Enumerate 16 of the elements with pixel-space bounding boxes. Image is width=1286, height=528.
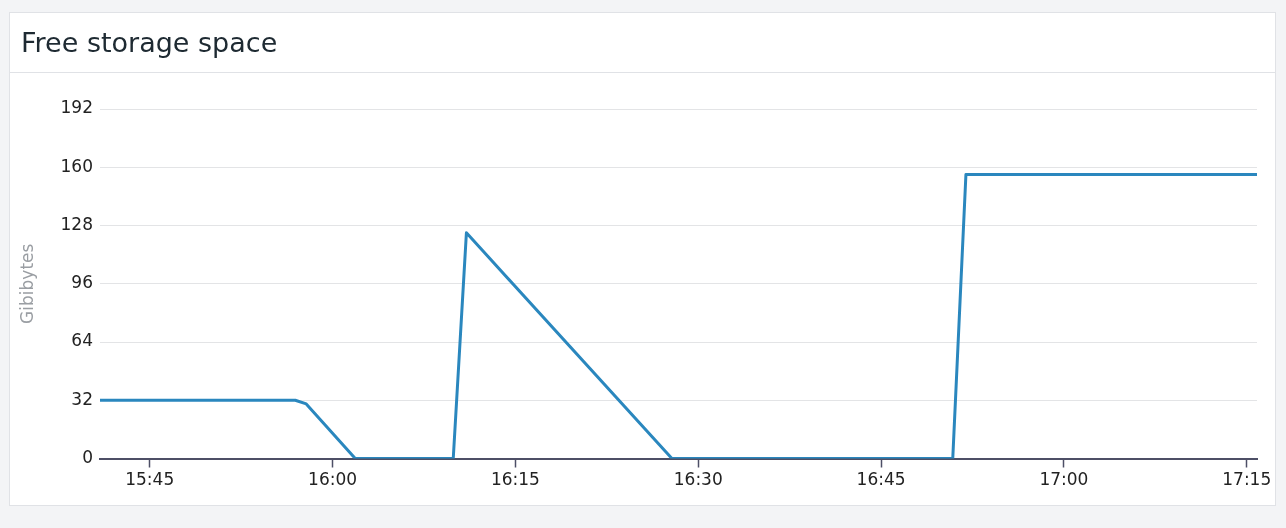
x-tick-label: 17:00 xyxy=(1039,469,1089,490)
y-tick-label: 192 xyxy=(60,97,93,118)
x-tick-label: 16:45 xyxy=(856,469,906,490)
y-tick-label: 96 xyxy=(71,272,93,293)
y-tick-label: 64 xyxy=(71,330,93,351)
x-tick-label: 16:30 xyxy=(673,469,723,490)
x-tick-label: 16:00 xyxy=(308,469,358,490)
y-tick-label: 160 xyxy=(60,155,93,176)
y-tick-label: 128 xyxy=(60,213,93,234)
y-tick-label: 32 xyxy=(71,388,93,409)
x-tick-label: 15:45 xyxy=(125,469,175,490)
x-tick-label: 16:15 xyxy=(490,469,540,490)
y-tick-label: 0 xyxy=(82,446,93,467)
x-tick-label: 17:15 xyxy=(1222,469,1272,490)
y-axis-title: Gibibytes xyxy=(16,243,37,324)
chart-title: Free storage space xyxy=(21,27,278,58)
